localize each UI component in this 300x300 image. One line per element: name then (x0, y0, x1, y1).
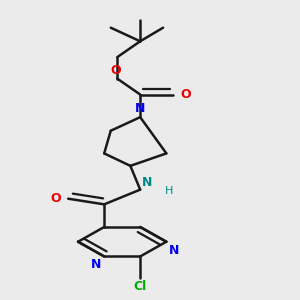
Text: H: H (165, 186, 173, 196)
Text: N: N (142, 176, 152, 188)
Text: Cl: Cl (134, 280, 147, 293)
Text: N: N (135, 102, 146, 115)
Text: O: O (110, 64, 121, 77)
Text: N: N (169, 244, 179, 256)
Text: O: O (50, 192, 61, 205)
Text: N: N (91, 258, 102, 271)
Text: O: O (180, 88, 190, 101)
